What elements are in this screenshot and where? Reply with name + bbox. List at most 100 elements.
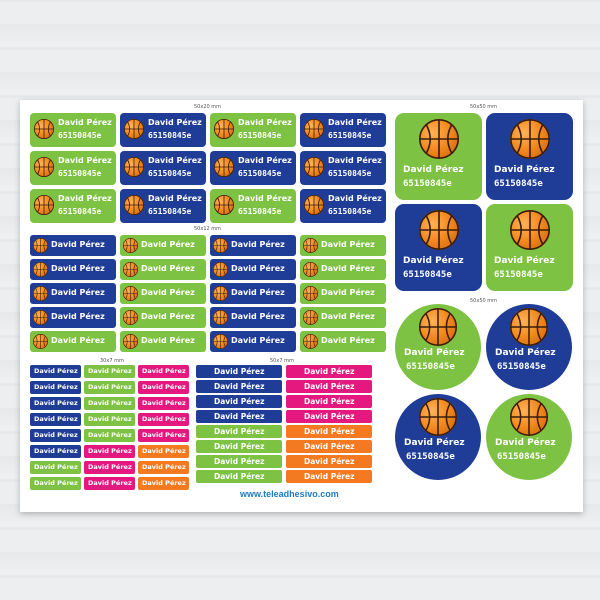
sticker-50x7: David Pérez — [286, 455, 372, 468]
basketball-icon — [33, 334, 48, 349]
sticker-name: David Pérez — [214, 442, 265, 451]
sticker-50x50-square: David Pérez 65150845e — [486, 204, 573, 291]
sticker-name: David Pérez — [148, 194, 202, 203]
sticker-name: David Pérez — [304, 427, 355, 436]
sticker-code: 65150845e — [403, 179, 452, 189]
basketball-icon — [33, 310, 48, 325]
sticker-name: David Pérez — [328, 194, 382, 203]
sticker-name: David Pérez — [231, 312, 285, 321]
sticker-code: 65150845e — [403, 270, 452, 280]
sticker-name: David Pérez — [328, 156, 382, 165]
sticker-30x7: David Pérez — [138, 429, 189, 442]
sticker-50x7: David Pérez — [196, 410, 282, 423]
sticker-30x7: David Pérez — [84, 477, 135, 490]
sticker-50x12: David Pérez — [120, 259, 206, 280]
sticker-name: David Pérez — [34, 367, 78, 375]
sticker-name: David Pérez — [404, 348, 465, 358]
sticker-code: 65150845e — [328, 207, 372, 216]
sticker-name: David Pérez — [404, 438, 465, 448]
sticker-50x12: David Pérez — [300, 331, 386, 352]
sticker-code: 65150845e — [148, 131, 192, 140]
sticker-50x50-round: David Pérez 65150845e — [486, 394, 572, 480]
basketball-icon — [303, 286, 318, 301]
sticker-50x20: David Pérez 65150845e — [30, 189, 116, 223]
sticker-name: David Pérez — [58, 118, 112, 127]
sticker-name: David Pérez — [34, 431, 78, 439]
sticker-30x7: David Pérez — [84, 429, 135, 442]
sticker-name: David Pérez — [58, 194, 112, 203]
sticker-name: David Pérez — [88, 447, 132, 455]
website-link[interactable]: www.teleadhesivo.com — [240, 489, 339, 499]
sticker-50x20: David Pérez 65150845e — [210, 113, 296, 147]
sticker-30x7: David Pérez — [84, 413, 135, 426]
sticker-50x7: David Pérez — [286, 365, 372, 378]
sticker-name: David Pérez — [231, 264, 285, 273]
sticker-name: David Pérez — [88, 431, 132, 439]
sticker-name: David Pérez — [231, 336, 285, 345]
sticker-50x12: David Pérez — [30, 235, 116, 256]
sticker-name: David Pérez — [321, 312, 375, 321]
sticker-name: David Pérez — [148, 156, 202, 165]
basketball-icon — [213, 310, 228, 325]
sticker-name: David Pérez — [34, 463, 78, 471]
basketball-icon — [124, 119, 144, 139]
sticker-name: David Pérez — [34, 415, 78, 423]
basketball-icon — [303, 238, 318, 253]
sticker-50x7: David Pérez — [286, 395, 372, 408]
sticker-name: David Pérez — [34, 447, 78, 455]
sticker-50x20: David Pérez 65150845e — [30, 151, 116, 185]
basketball-icon — [419, 119, 459, 159]
basketball-icon — [34, 157, 54, 177]
sticker-name: David Pérez — [88, 479, 132, 487]
sticker-name: David Pérez — [321, 288, 375, 297]
basketball-icon — [123, 310, 138, 325]
sticker-30x7: David Pérez — [138, 445, 189, 458]
sticker-50x12: David Pérez — [120, 331, 206, 352]
sticker-code: 65150845e — [406, 362, 455, 372]
sticker-50x7: David Pérez — [196, 440, 282, 453]
sticker-name: David Pérez — [214, 457, 265, 466]
basketball-icon — [419, 398, 457, 436]
sticker-code: 65150845e — [494, 270, 543, 280]
sticker-50x7: David Pérez — [196, 395, 282, 408]
sticker-50x50-round: David Pérez 65150845e — [395, 394, 481, 480]
sticker-name: David Pérez — [495, 348, 556, 358]
sticker-30x7: David Pérez — [30, 477, 81, 490]
sticker-code: 65150845e — [238, 207, 282, 216]
sticker-code: 65150845e — [328, 131, 372, 140]
sticker-50x7: David Pérez — [196, 455, 282, 468]
sticker-code: 65150845e — [58, 131, 102, 140]
basketball-icon — [303, 262, 318, 277]
sticker-name: David Pérez — [141, 288, 195, 297]
sticker-name: David Pérez — [403, 165, 464, 175]
sticker-50x7: David Pérez — [196, 380, 282, 393]
sticker-50x50-square: David Pérez 65150845e — [395, 113, 482, 200]
sticker-50x12: David Pérez — [210, 331, 296, 352]
basketball-icon — [123, 238, 138, 253]
sticker-50x7: David Pérez — [286, 425, 372, 438]
sticker-50x7: David Pérez — [286, 410, 372, 423]
sticker-30x7: David Pérez — [30, 397, 81, 410]
sticker-50x12: David Pérez — [30, 283, 116, 304]
sticker-code: 65150845e — [148, 169, 192, 178]
sticker-name: David Pérez — [321, 240, 375, 249]
sticker-name: David Pérez — [141, 312, 195, 321]
sticker-name: David Pérez — [328, 118, 382, 127]
sticker-30x7: David Pérez — [84, 445, 135, 458]
sticker-30x7: David Pérez — [138, 381, 189, 394]
sticker-50x12: David Pérez — [300, 259, 386, 280]
sticker-name: David Pérez — [495, 438, 556, 448]
sticker-name: David Pérez — [88, 383, 132, 391]
sticker-name: David Pérez — [214, 472, 265, 481]
basketball-icon — [213, 262, 228, 277]
basketball-icon — [124, 195, 144, 215]
basketball-icon — [123, 286, 138, 301]
basketball-icon — [510, 119, 550, 159]
sticker-name: David Pérez — [494, 256, 555, 266]
sticker-name: David Pérez — [304, 472, 355, 481]
basketball-icon — [304, 119, 324, 139]
sticker-name: David Pérez — [321, 264, 375, 273]
sticker-name: David Pérez — [321, 336, 375, 345]
sticker-code: 65150845e — [406, 452, 455, 462]
sticker-name: David Pérez — [142, 479, 186, 487]
